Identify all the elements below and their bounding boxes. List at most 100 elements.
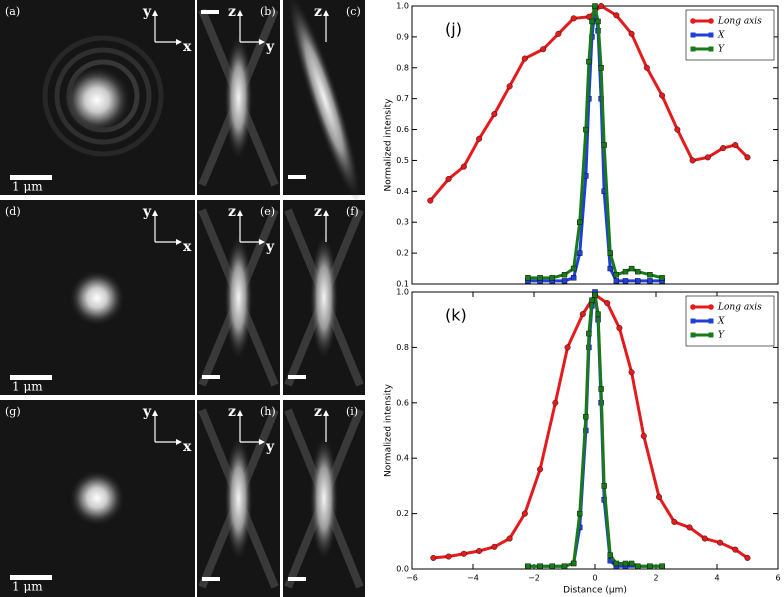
arrow-head [259, 39, 265, 45]
axis-letter: y [265, 39, 275, 55]
legend-marker [690, 18, 696, 24]
scale-bar [202, 375, 220, 379]
legend-label: Y [718, 45, 725, 55]
x-tick-label: −6 [406, 574, 418, 583]
y-tick-label: 0.3 [396, 218, 409, 227]
marker [659, 275, 665, 281]
marker [607, 265, 613, 272]
marker [521, 510, 528, 517]
marker [744, 154, 751, 161]
axis-letter: y [142, 404, 152, 420]
marker [561, 278, 568, 284]
diffraction-ring [42, 35, 164, 157]
y-tick-label: 0.8 [396, 63, 409, 72]
marker [570, 265, 577, 272]
marker [732, 546, 739, 553]
legend-label: Long axis [717, 17, 762, 27]
marker [595, 311, 601, 317]
marker [549, 275, 555, 281]
marker [537, 275, 543, 281]
legend-marker [708, 332, 714, 338]
legend-marker [708, 18, 714, 24]
marker [613, 278, 620, 284]
rod [287, 0, 361, 203]
y-tick-label: 1.0 [396, 2, 409, 11]
scale-bar [288, 577, 306, 581]
arrow-head [176, 439, 182, 445]
legend-label: Y [718, 331, 725, 341]
y-tick-label: 0.5 [396, 156, 409, 165]
marker [525, 563, 531, 569]
scale-bar [202, 577, 220, 581]
panel-label: (i) [346, 405, 358, 418]
panel-label: (b) [260, 5, 276, 18]
marker [628, 30, 635, 37]
marker [430, 554, 437, 561]
arrow-head [237, 210, 243, 216]
marker [647, 278, 653, 284]
marker [445, 553, 452, 560]
marker [598, 65, 604, 71]
marker [604, 300, 611, 307]
axis-letter: y [265, 239, 275, 255]
legend-label: Long axis [717, 303, 762, 313]
rod [224, 235, 253, 360]
marker [583, 126, 589, 133]
arrow-head [259, 239, 265, 245]
scale-bar [10, 375, 52, 380]
marker [561, 563, 568, 569]
rod [310, 235, 338, 360]
marker [671, 518, 678, 525]
marker [628, 369, 635, 376]
arrow-head [323, 210, 329, 216]
marker [659, 563, 665, 569]
legend-marker [708, 32, 714, 38]
panel-label: (e) [260, 205, 275, 218]
marker [656, 493, 663, 500]
marker [686, 524, 693, 531]
scale-bar [288, 375, 306, 379]
axis-letter: z [228, 404, 236, 420]
arrow-head [152, 10, 158, 16]
y-tick-label: 0.6 [396, 125, 409, 134]
legend-marker [690, 46, 696, 52]
marker [643, 64, 650, 71]
legend-marker [690, 318, 696, 324]
marker [595, 18, 601, 25]
marker [537, 563, 543, 569]
marker [577, 219, 583, 225]
scale-label: 1 μm [12, 380, 43, 394]
marker [570, 560, 577, 567]
marker [647, 563, 653, 569]
marker [586, 58, 592, 65]
arrow-head [176, 39, 182, 45]
y-tick-label: 0.2 [396, 509, 409, 518]
marker [674, 126, 681, 133]
marker [647, 272, 653, 278]
image-panel: (a) y x 1 μm [0, 0, 195, 195]
arrow-head [176, 239, 182, 245]
marker [525, 275, 531, 281]
marker [717, 539, 724, 546]
x-axis-label: Distance (μm) [563, 586, 627, 596]
marker [491, 543, 498, 550]
marker [635, 563, 641, 569]
spot [63, 66, 131, 134]
rod [310, 436, 338, 561]
marker [564, 344, 571, 351]
marker [704, 154, 711, 161]
marker [586, 330, 592, 337]
legend-label: X [717, 317, 725, 327]
image-panel: (c) z [283, 0, 365, 203]
marker [589, 18, 595, 25]
panel-label: (c) [346, 5, 361, 18]
marker [701, 535, 708, 542]
axis-letter: y [265, 439, 275, 455]
marker [689, 157, 696, 164]
axis-letter: z [228, 4, 236, 20]
axis-letter: x [183, 439, 192, 455]
marker [598, 3, 605, 9]
panel-label: (h) [260, 405, 276, 418]
marker [506, 83, 513, 90]
scale-bar [10, 175, 52, 180]
